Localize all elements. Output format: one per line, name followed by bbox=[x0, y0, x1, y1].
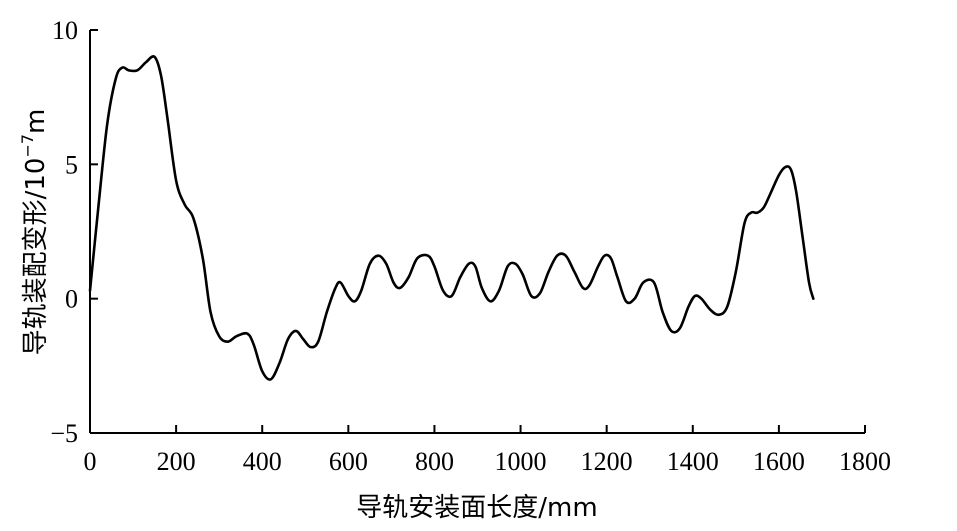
x-axis-title: 导轨安装面长度/mm bbox=[356, 493, 597, 523]
y-axis-title-exponent: −7 bbox=[18, 134, 37, 158]
x-tick-label: 1400 bbox=[667, 447, 719, 476]
x-ticks: 0 200 400 600 800 1000 1200 1400 1600 1800 bbox=[84, 425, 891, 476]
y-tick-label: 10 bbox=[52, 16, 78, 45]
series-layer bbox=[88, 55, 815, 381]
x-tick-label: 1000 bbox=[495, 447, 547, 476]
y-ticks: −5 0 5 10 bbox=[50, 16, 98, 448]
x-tick-label: 200 bbox=[157, 447, 196, 476]
x-tick-label: 1600 bbox=[753, 447, 805, 476]
y-axis-title: 导轨装配变形/10−7m bbox=[18, 109, 51, 356]
x-tick-label: 0 bbox=[84, 447, 97, 476]
y-tick-label: −5 bbox=[50, 419, 78, 448]
y-tick-label: 5 bbox=[65, 150, 78, 179]
x-tick-label: 1200 bbox=[581, 447, 633, 476]
axes bbox=[89, 30, 865, 434]
x-tick-label: 1800 bbox=[839, 447, 891, 476]
y-axis-title-unit: m bbox=[21, 109, 51, 134]
series-line bbox=[88, 55, 815, 381]
x-tick-label: 400 bbox=[243, 447, 282, 476]
x-tick-label: 800 bbox=[415, 447, 454, 476]
y-tick-label: 0 bbox=[65, 285, 78, 314]
y-axis-title-main: 导轨装配变形/10 bbox=[21, 158, 51, 356]
x-tick-label: 600 bbox=[329, 447, 368, 476]
